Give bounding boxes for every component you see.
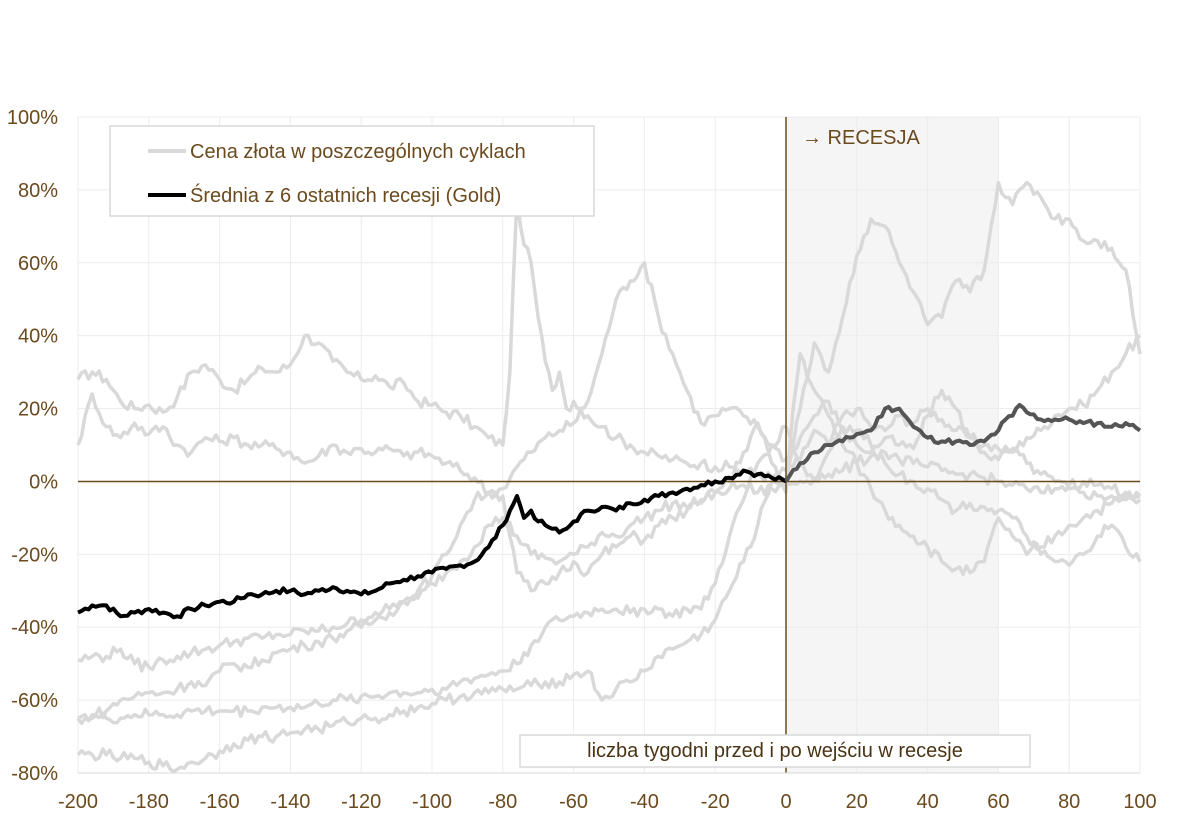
- x-tick-label: -120: [341, 791, 381, 813]
- average-line: [77, 402, 1142, 620]
- average-line-recession: [784, 402, 1142, 483]
- cycle-line: [77, 352, 1142, 723]
- recession-band: [786, 117, 999, 773]
- x-tick-label: -60: [559, 791, 588, 813]
- cycle-lines: [76, 180, 1142, 774]
- x-tick-label: 40: [916, 791, 938, 813]
- x-axis-title-box: liczba tygodni przed i po wejściu w rece…: [519, 734, 1031, 768]
- y-tick-label: 60%: [18, 253, 58, 275]
- tick-labels: -80%-60%-40%-20%0%20%40%60%80%100%-200 -1…: [7, 107, 1157, 813]
- x-tick-label: -80: [488, 791, 517, 813]
- x-tick-label: 100: [1123, 791, 1156, 813]
- x-tick-label: -40: [630, 791, 659, 813]
- x-tick-label: -200: [58, 791, 98, 813]
- legend-box: [109, 125, 595, 217]
- grid: [77, 116, 1141, 774]
- y-tick-label: 40%: [18, 326, 58, 348]
- y-tick-label: 100%: [7, 107, 58, 129]
- legend-label-average: Średnia z 6 ostatnich recesji (Gold): [190, 183, 501, 207]
- x-tick-label: -180: [129, 791, 169, 813]
- x-tick-label: 60: [987, 791, 1009, 813]
- y-tick-label: -40%: [11, 617, 58, 639]
- legend: Cena złota w poszczególnych cyklach Śred…: [109, 125, 595, 217]
- x-tick-label: 80: [1058, 791, 1080, 813]
- x-tick-label: -100: [412, 791, 452, 813]
- average-line-pre-recession: [77, 468, 788, 620]
- cycle-line: [77, 448, 1141, 673]
- cycle-line: [76, 261, 1142, 502]
- y-tick-label: 20%: [18, 399, 58, 421]
- x-tick-label: -140: [270, 791, 310, 813]
- x-axis-title: liczba tygodni przed i po wejściu w rece…: [587, 740, 963, 762]
- x-tick-label: -20: [701, 791, 730, 813]
- axes: [78, 117, 1140, 774]
- y-tick-label: -80%: [11, 763, 58, 785]
- y-tick-label: -20%: [11, 544, 58, 566]
- x-axis-title-frame: [519, 734, 1031, 768]
- x-tick-label: -160: [200, 791, 240, 813]
- y-tick-label: 0%: [29, 471, 58, 493]
- y-tick-label: -60%: [11, 690, 58, 712]
- cycle-line: [76, 424, 1142, 726]
- recession-band-layer: [786, 117, 999, 773]
- x-tick-label: 0: [780, 791, 791, 813]
- recession-label: → RECESJA: [802, 127, 920, 149]
- cycle-line: [76, 180, 1142, 774]
- y-tick-label: 80%: [18, 180, 58, 202]
- x-tick-label: 20: [846, 791, 868, 813]
- legend-label-cycles: Cena złota w poszczególnych cyklach: [190, 141, 526, 163]
